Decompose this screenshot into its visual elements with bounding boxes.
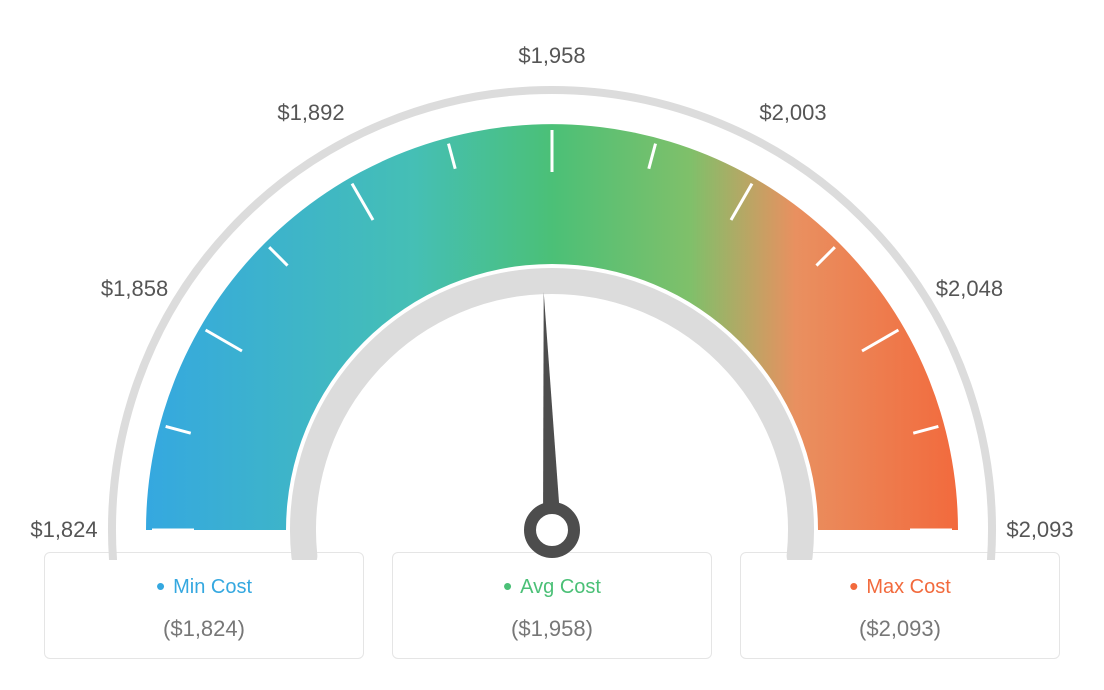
- gauge-needle: [543, 292, 561, 530]
- legend-card-min: Min Cost ($1,824): [44, 552, 364, 659]
- gauge-tick-label: $1,824: [30, 517, 97, 543]
- gauge-tick-label: $1,958: [518, 43, 585, 69]
- legend-card-avg: Avg Cost ($1,958): [392, 552, 712, 659]
- legend-title-max: Max Cost: [741, 571, 1059, 602]
- legend-value-avg: ($1,958): [393, 616, 711, 642]
- legend-card-max: Max Cost ($2,093): [740, 552, 1060, 659]
- gauge-tick-label: $2,093: [1006, 517, 1073, 543]
- legend-title-min: Min Cost: [45, 571, 363, 602]
- gauge-tick-label: $2,003: [759, 100, 826, 126]
- legend-row: Min Cost ($1,824) Avg Cost ($1,958) Max …: [0, 552, 1104, 659]
- gauge-hub: [530, 508, 574, 552]
- gauge-tick-label: $1,892: [277, 100, 344, 126]
- legend-value-max: ($2,093): [741, 616, 1059, 642]
- legend-title-avg: Avg Cost: [393, 571, 711, 602]
- gauge-container: $1,824 $1,858 $1,892 $1,958 $2,003 $2,048 $2,0…: [0, 0, 1104, 560]
- gauge-tick-label: $1,858: [101, 276, 168, 302]
- gauge-tick-label: $2,048: [936, 276, 1003, 302]
- legend-value-min: ($1,824): [45, 616, 363, 642]
